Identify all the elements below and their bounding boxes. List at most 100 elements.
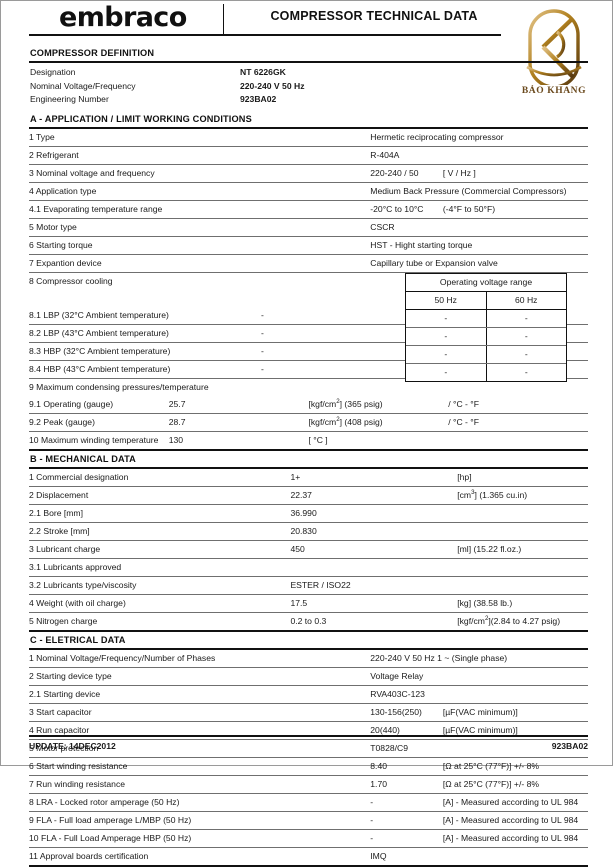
row-value: 0.2 to 0.3	[290, 612, 458, 632]
row-unit: [kg] (38.58 lb.)	[457, 594, 588, 613]
row-value: IMQ	[370, 847, 588, 867]
unit-exponent: 2	[484, 615, 489, 623]
ovr-hz-60: 60 Hz	[515, 294, 538, 305]
row-label	[29, 290, 261, 307]
row-value: ESTER / ISO22	[290, 576, 588, 595]
footer-update: UPDATE: 14DEC2012	[29, 741, 116, 751]
table-section-c: 1 Nominal Voltage/Frequency/Number of Ph…	[29, 649, 588, 867]
table-section-b: 1 Commercial designation 1+ [hp] 2 Displ…	[29, 468, 588, 632]
table-section-a: 1 Type Hermetic reciprocating compressor…	[29, 128, 588, 273]
row-label: 4 Application type	[29, 182, 371, 201]
row-label: 3.1 Lubricants approved	[29, 558, 291, 577]
row-value: 450	[290, 540, 458, 559]
ovr-row: - -	[406, 345, 566, 364]
ovr-row: - -	[406, 327, 566, 346]
row-unit: [ml] (15.22 fl.oz.)	[457, 540, 588, 559]
table-row: 3.2 Lubricants type/viscosity ESTER / IS…	[29, 576, 588, 595]
row-label: 4 Weight (with oil charge)	[29, 594, 291, 613]
table-row: 8 Compressor cooling	[29, 273, 588, 290]
band-compressor-definition: COMPRESSOR DEFINITION	[29, 45, 588, 63]
row-label: 8.2 LBP (43°C Ambient temperature)	[29, 324, 261, 343]
row-label: 2.2 Stroke [mm]	[29, 522, 291, 541]
row-unit: [ V / Hz ]	[442, 164, 588, 183]
row-label: 2.1 Bore [mm]	[29, 504, 291, 523]
row-value: -	[370, 793, 443, 812]
row-label: 10 Maximum winding temperature	[29, 431, 169, 451]
table-row: 9 FLA - Full load amperage L/MBP (50 Hz)…	[29, 811, 588, 830]
row-value: HST - Hight starting torque	[370, 236, 588, 255]
unit-suffix: ](2.84 to 4.27 psig)	[488, 616, 561, 627]
table-row: 6 Start winding resistance 8.40 [Ω at 25…	[29, 757, 588, 776]
table-row: 10 FLA - Full Load Amperage HBP (50 Hz) …	[29, 829, 588, 848]
row-label: 2.1 Starting device	[29, 685, 371, 704]
ovr-cell-60hz: -	[524, 330, 528, 341]
row-label: 3 Nominal voltage and frequency	[29, 164, 371, 183]
definition-label: Nominal Voltage/Frequency	[30, 80, 136, 91]
definition-block: Designation NT 6226GK Nominal Voltage/Fr…	[29, 63, 588, 111]
row-label: 1 Type	[29, 128, 371, 147]
row-label: 7 Expantion device	[29, 254, 371, 273]
row-value: 22.37	[290, 486, 458, 505]
table-row: 5 Motor type CSCR	[29, 218, 588, 237]
definition-label: Engineering Number	[30, 94, 109, 105]
row-label: 8.4 HBP (43°C Ambient temperature)	[29, 360, 261, 379]
row-dash: -	[261, 306, 409, 325]
row-value: 8.40	[370, 757, 443, 776]
row-label: 2 Starting device type	[29, 667, 371, 686]
row-value: Capillary tube or Expansion valve	[370, 254, 588, 273]
row-value: CSCR	[370, 218, 588, 237]
row-label: 5 Nitrogen charge	[29, 612, 291, 632]
row-extra	[448, 431, 588, 451]
row-label: 8.3 HBP (32°C Ambient temperature)	[29, 342, 261, 361]
ovr-cell-60hz: -	[524, 312, 528, 323]
table-row: 9.2 Peak (gauge) 28.7 [kgf/cm2] (408 psi…	[29, 413, 588, 432]
table-row: 3.1 Lubricants approved	[29, 558, 588, 577]
definition-value: 220-240 V 50 Hz	[240, 80, 305, 91]
row-value: Hermetic reciprocating compressor	[370, 128, 588, 147]
row-unit: [Ω at 25°C (77°F)] +/- 8%	[442, 757, 588, 776]
operating-voltage-range-table: Operating voltage range 50 Hz 60 Hz - - …	[405, 272, 567, 382]
row-value: 130	[168, 431, 309, 451]
table-row: 5 Nitrogen charge 0.2 to 0.3 [kgf/cm2](2…	[29, 612, 588, 632]
row-label: 9 Maximum condensing pressures/temperatu…	[29, 382, 209, 393]
table-row: 5 Motor protection T0828/C9	[29, 739, 588, 758]
row-value: 20.830	[290, 522, 588, 541]
ovr-cell-50hz: -	[406, 309, 487, 327]
document-title: COMPRESSOR TECHNICAL DATA	[270, 9, 478, 23]
band-section-a: A - APPLICATION / LIMIT WORKING CONDITIO…	[29, 111, 588, 129]
ovr-row: - -	[406, 363, 566, 381]
row-value: RVA403C-123	[370, 685, 588, 704]
row-label: 5 Motor type	[29, 218, 371, 237]
row-label: 8.1 LBP (32°C Ambient temperature)	[29, 306, 261, 325]
row-value: 1.70	[370, 775, 443, 794]
table-row: 3 Start capacitor 130-156(250) [µF(VAC m…	[29, 703, 588, 722]
table-row: 10 Maximum winding temperature 130 [ °C …	[29, 431, 588, 451]
table-row: 1 Nominal Voltage/Frequency/Number of Ph…	[29, 649, 588, 668]
row-unit: [kgf/cm2] (365 psig)	[308, 395, 449, 414]
row-label: 2 Displacement	[29, 486, 291, 505]
table-row: 2.1 Bore [mm] 36.990	[29, 504, 588, 523]
ovr-cell-50hz: -	[406, 345, 487, 363]
table-row: 9.1 Operating (gauge) 25.7 [kgf/cm2] (36…	[29, 395, 588, 414]
unit-prefix: [cm	[457, 490, 472, 501]
row-unit: [Ω at 25°C (77°F)] +/- 8%	[442, 775, 588, 794]
definition-value: NT 6226GK	[240, 67, 286, 77]
band-section-c: C - ELETRICAL DATA	[29, 632, 588, 650]
footer-code: 923BA02	[551, 741, 588, 751]
table-condensing-pressures: 9 Maximum condensing pressures/temperatu…	[29, 379, 588, 451]
table-row: 2 Displacement 22.37 [cm3] (1.365 cu.in)	[29, 486, 588, 505]
row-label: 11 Approval boards certification	[29, 847, 371, 867]
table-row: 11 Approval boards certification IMQ	[29, 847, 588, 867]
ovr-cell-60hz: -	[524, 366, 528, 377]
table-row: 2.1 Starting device RVA403C-123	[29, 685, 588, 704]
row-label: 1 Commercial designation	[29, 468, 291, 487]
row-label: 4.1 Evaporating temperature range	[29, 200, 371, 219]
table-row: 7 Expantion device Capillary tube or Exp…	[29, 254, 588, 273]
row-unit: [µF(VAC minimum)]	[442, 703, 588, 722]
ovr-row: - -	[406, 309, 566, 328]
row-extra: / °C - °F	[448, 413, 588, 432]
row-value: 25.7	[168, 395, 309, 414]
row-label: 2 Refrigerant	[29, 146, 371, 165]
row-unit: [A] - Measured according to UL 984	[442, 793, 588, 812]
